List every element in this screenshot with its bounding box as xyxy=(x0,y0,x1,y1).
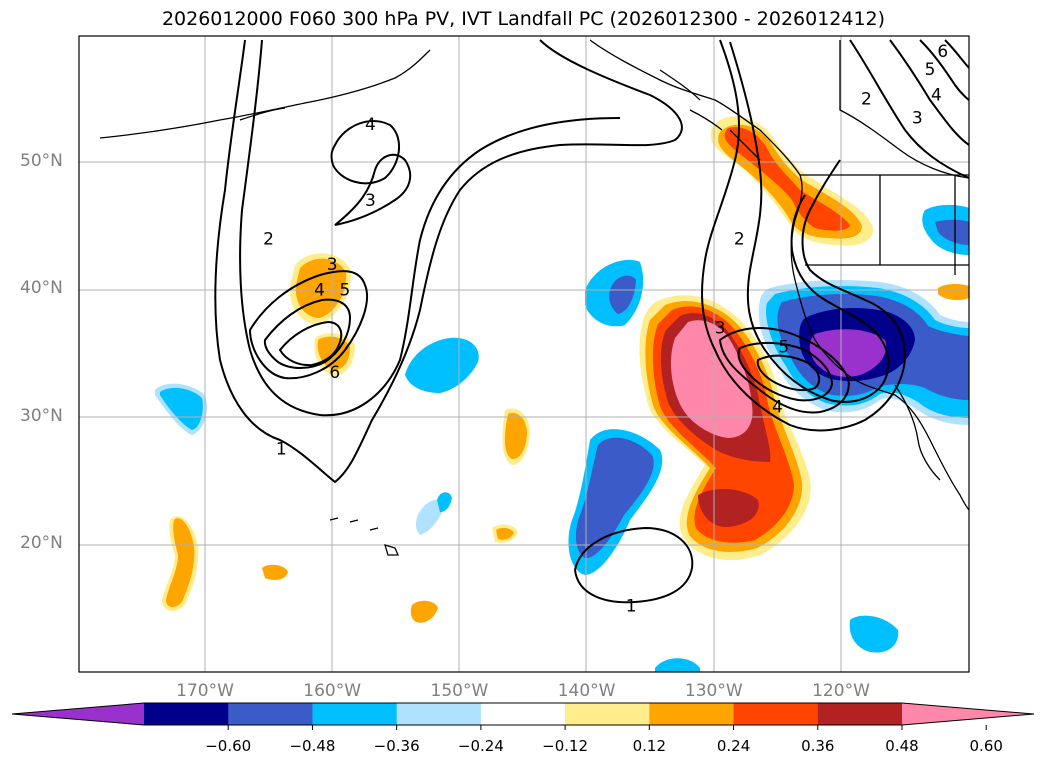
colorbar-outline xyxy=(11,702,1035,726)
pv-contour-label: 6 xyxy=(937,42,948,62)
pv-contour-1-south xyxy=(573,526,694,604)
colorbar-tick-label: 0.12 xyxy=(632,737,667,755)
pv-contour-label: 4 xyxy=(931,85,942,105)
pv-contour-label: 3 xyxy=(365,191,376,211)
colorbar-tick-label: −0.60 xyxy=(205,737,252,755)
ivt-shading xyxy=(155,116,969,672)
pv-contour-2-west xyxy=(239,39,621,417)
pv-contour-label: 3 xyxy=(715,319,726,339)
map-title: 2026012000 F060 300 hPa PV, IVT Landfall… xyxy=(161,8,886,30)
colorbar-segment xyxy=(396,703,482,725)
pv-contour-label: 3 xyxy=(912,108,923,128)
graticule xyxy=(79,36,969,672)
pv-contour-label: 2 xyxy=(263,229,274,249)
colorbar-tick-label: 0.36 xyxy=(801,737,835,755)
lat-label: 30°N xyxy=(20,405,63,426)
pv-contour-2-east xyxy=(729,41,890,403)
lon-label: 150°W xyxy=(430,681,489,701)
pv-contour-label: 5 xyxy=(340,280,351,300)
lat-label: 40°N xyxy=(20,278,63,299)
colorbar-segment xyxy=(817,703,903,725)
map-area xyxy=(79,36,969,672)
lon-label: 140°W xyxy=(557,681,616,701)
pv-contour-4-west xyxy=(330,120,401,185)
colorbar-extend-low xyxy=(12,703,144,725)
colorbar-tick-label: −0.24 xyxy=(457,737,504,755)
pv-contour-label: 5 xyxy=(925,60,936,80)
pv-contour-label: 2 xyxy=(734,229,745,249)
lat-label: 20°N xyxy=(20,533,63,554)
pv-contour-label: 4 xyxy=(365,115,376,135)
alaska-coast xyxy=(99,49,431,139)
colorbar-segment xyxy=(649,703,735,725)
colorbar-tick-label: 0.24 xyxy=(716,737,751,755)
colorbar-segment xyxy=(144,703,229,725)
pv-contours-northeast xyxy=(849,39,969,179)
pv-contour-1-west xyxy=(214,39,683,484)
pv-contour-1-east xyxy=(701,39,907,432)
lat-label: 50°N xyxy=(20,151,63,171)
colorbar-segment xyxy=(565,703,650,725)
colorbar-segment xyxy=(733,703,819,725)
pv-contour-3-west xyxy=(334,153,412,226)
pv-contour-label: 1 xyxy=(276,440,287,460)
colorbar-segment xyxy=(312,703,398,725)
pv-contour-label: 4 xyxy=(314,280,325,300)
pv-contour-label: 2 xyxy=(861,89,872,109)
hawaii-islands xyxy=(329,517,399,556)
colorbar-tick-label: −0.36 xyxy=(373,737,420,755)
colorbar-tick-label: −0.12 xyxy=(542,737,589,755)
colorbar-extend-high xyxy=(902,703,1034,725)
pv-contours xyxy=(214,39,969,604)
colorbar-tick-label: −0.48 xyxy=(289,737,336,755)
border-lines xyxy=(805,40,969,275)
lon-label: 130°W xyxy=(684,681,743,701)
colorbar-tick-label: 0.60 xyxy=(969,737,1003,755)
colorbar-tick-label: 0.48 xyxy=(885,737,919,755)
lon-label: 160°W xyxy=(303,681,362,701)
map-frame xyxy=(78,35,970,673)
colorbar-segment xyxy=(480,703,566,725)
coastlines xyxy=(99,39,969,556)
colorbar-segment xyxy=(228,703,313,725)
lon-label: 170°W xyxy=(176,681,234,701)
lon-label: 120°W xyxy=(812,681,870,701)
pv-contour-label: 1 xyxy=(626,596,637,616)
pv-contour-label: 4 xyxy=(772,398,783,418)
pv-contour-label: 5 xyxy=(778,338,789,358)
pv-contour-label: 6 xyxy=(329,363,340,383)
pv-contour-label: 3 xyxy=(327,255,338,275)
colorbar xyxy=(11,702,1035,730)
